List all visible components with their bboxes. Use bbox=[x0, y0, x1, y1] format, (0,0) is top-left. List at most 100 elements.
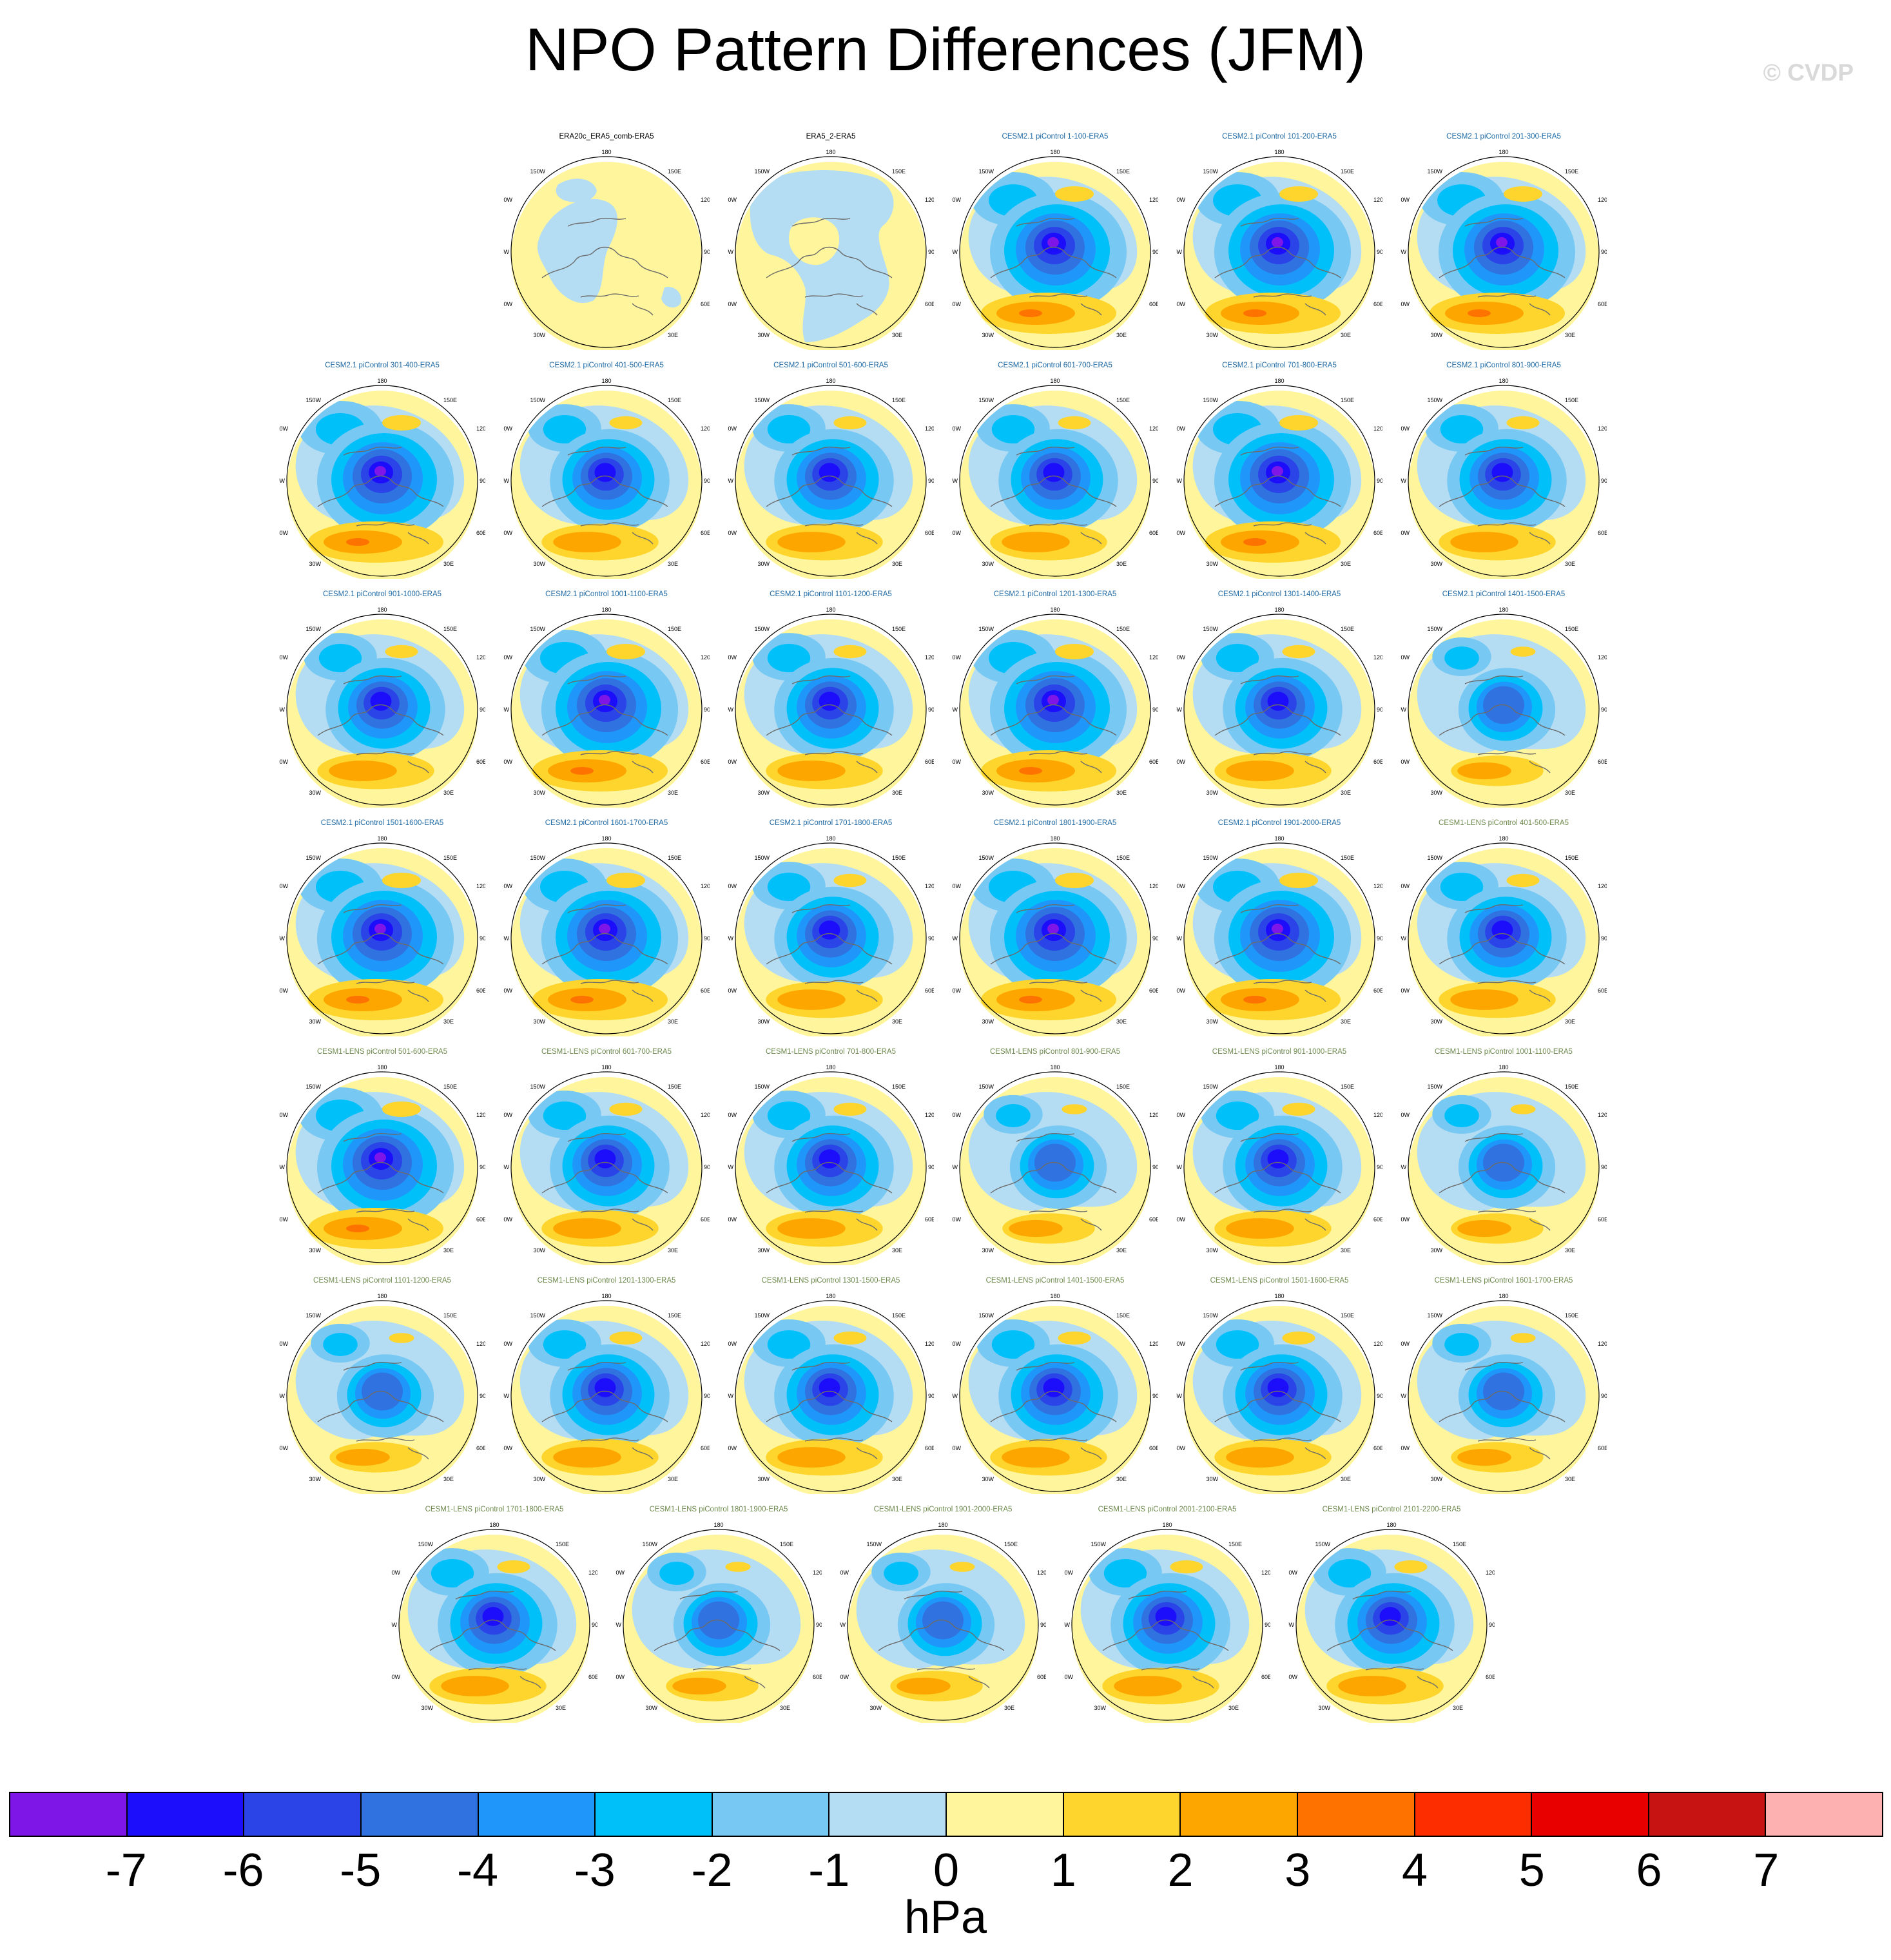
longitude-label: 90W bbox=[728, 249, 733, 255]
colorbar-units-label: hPa bbox=[904, 1892, 987, 1943]
longitude-label: 150E bbox=[1228, 1541, 1242, 1548]
longitude-label: 60W bbox=[279, 530, 288, 536]
longitude-label: 60W bbox=[279, 1216, 288, 1223]
longitude-label: 180 bbox=[489, 1522, 499, 1528]
longitude-label: 90W bbox=[952, 478, 958, 484]
longitude-label: 60W bbox=[728, 987, 737, 994]
contour-region bbox=[382, 1101, 421, 1117]
longitude-label: 90E bbox=[704, 249, 710, 255]
polar-map: 180150W150E120W120E90W90E60W60E30W30E0 bbox=[952, 606, 1158, 808]
longitude-label: 60E bbox=[925, 759, 934, 765]
longitude-label: 30E bbox=[1565, 332, 1575, 338]
contour-region bbox=[543, 1101, 587, 1130]
longitude-label: 90W bbox=[1176, 478, 1182, 484]
map-panel: CESM2.1 piControl 501-600-ERA5 180 150W 150… bbox=[728, 361, 934, 583]
polar-map: 180150W150E120W120E90W90E60W60E30W30E0 bbox=[952, 835, 1158, 1036]
longitude-label: 30W bbox=[533, 1247, 545, 1254]
longitude-label: 30E bbox=[1565, 561, 1575, 567]
polar-map: 180150W150E120W120E90W90E60W60E30W30E0 bbox=[1288, 1522, 1495, 1723]
longitude-label: 150E bbox=[892, 397, 906, 403]
map-panel: CESM2.1 piControl 1801-1900-ERA5 180 150W 1… bbox=[952, 819, 1158, 1041]
contour-region bbox=[1279, 415, 1318, 431]
map-boundary bbox=[1183, 842, 1375, 1034]
longitude-label: 60E bbox=[1598, 301, 1607, 307]
longitude-label: 60E bbox=[476, 530, 485, 536]
longitude-label: 60W bbox=[952, 530, 961, 536]
longitude-label: 150W bbox=[1427, 397, 1442, 403]
map-boundary bbox=[959, 385, 1151, 577]
longitude-label: 60W bbox=[279, 759, 288, 765]
contour-region bbox=[789, 217, 840, 266]
longitude-label: 150W bbox=[1203, 1083, 1218, 1090]
longitude-label: 90W bbox=[503, 935, 509, 942]
longitude-label: 60E bbox=[925, 1445, 934, 1451]
longitude-label: 180 bbox=[1498, 1064, 1508, 1071]
colorbar-tick: 6 bbox=[1636, 1845, 1662, 1896]
contour-region bbox=[767, 1330, 811, 1359]
polar-map: 180150W150E120W120E90W90E60W60E30W30E0 bbox=[279, 1064, 485, 1265]
longitude-label: 150E bbox=[1565, 397, 1578, 403]
longitude-label: 90W bbox=[1288, 1622, 1294, 1628]
longitude-label: 60W bbox=[279, 987, 288, 994]
contour-region bbox=[553, 1447, 621, 1468]
longitude-label: 150E bbox=[1565, 855, 1578, 861]
contour-region bbox=[382, 415, 421, 431]
contour-region bbox=[777, 761, 846, 781]
contour-region bbox=[441, 1676, 509, 1696]
longitude-label: 60E bbox=[1598, 1445, 1607, 1451]
contour-region bbox=[819, 463, 840, 482]
contour-region bbox=[1114, 1676, 1182, 1696]
contour-region bbox=[594, 1149, 616, 1169]
map-panel: CESM1-LENS piControl 1501-1600-ERA5 180 15… bbox=[1176, 1276, 1382, 1499]
longitude-label: 90E bbox=[1152, 478, 1158, 484]
contour-region bbox=[1103, 1559, 1147, 1587]
longitude-label: 30E bbox=[1116, 561, 1127, 567]
longitude-label: 30E bbox=[1565, 790, 1575, 796]
longitude-label: 30E bbox=[668, 1247, 678, 1254]
longitude-label: 30E bbox=[1116, 1247, 1127, 1254]
longitude-label: 180 bbox=[1050, 606, 1060, 613]
polar-map: 180150W150E120W120E90W90E60W60E30W30E0 bbox=[1401, 1293, 1607, 1494]
contour-region bbox=[1043, 463, 1065, 482]
longitude-label: 150W bbox=[754, 626, 770, 632]
longitude-label: 60E bbox=[1598, 530, 1607, 536]
longitude-label: 30W bbox=[1206, 790, 1218, 796]
map-boundary bbox=[959, 1071, 1151, 1263]
longitude-label: 90W bbox=[952, 706, 958, 713]
map-panel: CESM1-LENS piControl 1401-1500-ERA5 180 15… bbox=[952, 1276, 1158, 1499]
coastline bbox=[317, 447, 444, 545]
map-panel-title: CESM1-LENS piControl 1701-1800-ERA5 bbox=[425, 1506, 564, 1513]
contour-region bbox=[1019, 996, 1042, 1004]
longitude-label: 60E bbox=[1149, 759, 1158, 765]
longitude-label: 30E bbox=[1116, 332, 1127, 338]
contour-region bbox=[329, 761, 397, 781]
longitude-label: 180 bbox=[826, 1293, 835, 1299]
longitude-label: 150E bbox=[1565, 168, 1578, 175]
coastline bbox=[317, 675, 444, 773]
longitude-label: 60W bbox=[503, 759, 512, 765]
contour-region bbox=[543, 1330, 587, 1359]
contour-region bbox=[777, 532, 846, 552]
contour-region bbox=[1440, 873, 1484, 901]
map-panel: CESM2.1 piControl 801-900-ERA5 180 150W 150… bbox=[1401, 361, 1607, 583]
longitude-label: 60W bbox=[1401, 759, 1410, 765]
longitude-label: 150W bbox=[1427, 1312, 1442, 1319]
longitude-label: 30E bbox=[443, 561, 454, 567]
coastline bbox=[1326, 1591, 1453, 1689]
longitude-label: 30W bbox=[1430, 790, 1442, 796]
polar-map: 180150W150E120W120E90W90E60W60E30W30E0 bbox=[1176, 835, 1382, 1036]
map-panel: CESM2.1 piControl 601-700-ERA5 180 150W 150… bbox=[952, 361, 1158, 583]
longitude-label: 90W bbox=[1401, 935, 1406, 942]
longitude-label: 150E bbox=[668, 1312, 681, 1319]
longitude-label: 150E bbox=[668, 1083, 681, 1090]
longitude-label: 30W bbox=[982, 1476, 994, 1482]
longitude-label: 90E bbox=[1265, 1622, 1270, 1628]
map-panel: CESM1-LENS piControl 1601-1700-ERA5 180 15… bbox=[1401, 1276, 1607, 1499]
longitude-label: 60E bbox=[1598, 759, 1607, 765]
longitude-label: 30E bbox=[892, 790, 902, 796]
longitude-label: 30W bbox=[309, 561, 321, 567]
colorbar bbox=[9, 1792, 1883, 1837]
